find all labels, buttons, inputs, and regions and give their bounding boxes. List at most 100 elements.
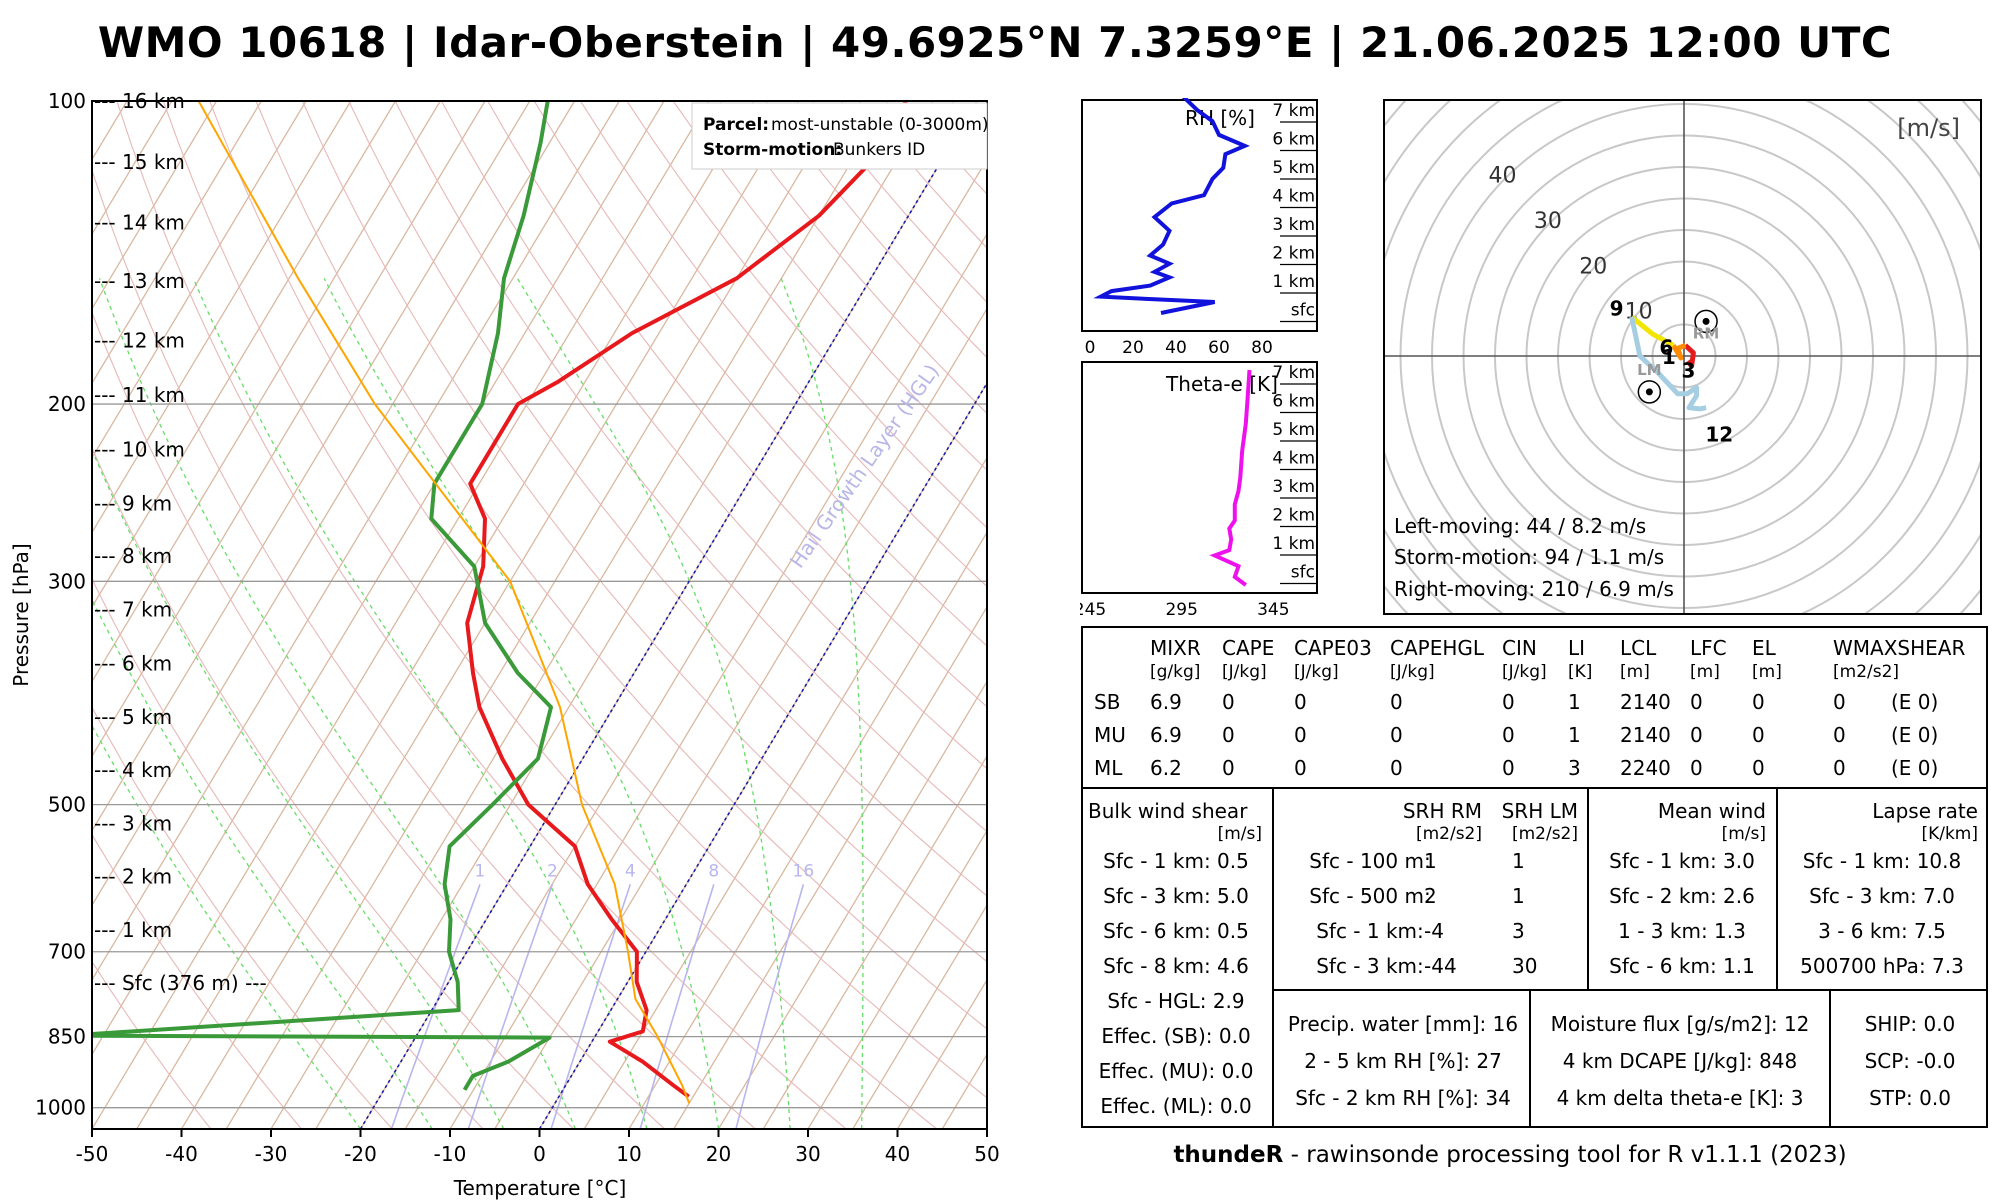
isotherm-line [92,101,307,460]
height-label: --- 13 km [94,269,185,293]
param-cell: 0 [1390,756,1403,780]
te-y-tick-label: 3 km [1272,477,1315,497]
te-y-tick-label: 4 km [1272,449,1315,469]
param-unit: [J/kg] [1222,662,1267,682]
srh-lm-value: 30 [1512,954,1537,978]
param-cell: 6.2 [1150,756,1182,780]
x-tick-label: -40 [165,1142,198,1166]
hodo-ring-label: 40 [1489,164,1517,189]
meanwind-unit: [m/s] [1722,824,1766,844]
isotherm-line [762,754,987,1129]
lapse-row: Sfc - 1 km: 10.8 [1803,849,1961,873]
p-tick-label: 500 [48,793,86,817]
hodo-height-label: 1 [1662,345,1676,369]
hodo-storm-motion: Storm-motion: 94 / 1.1 m/s [1394,545,1664,569]
param-unit: [m] [1690,662,1720,682]
srh-lm-value: 1 [1512,849,1525,873]
theta-e-title: Theta-e [K] [1165,372,1278,396]
param-cell: 0 [1833,756,1846,780]
mixing-ratio-label: 1 [475,861,486,881]
theta-e-panel: Theta-e [K] 245 295 345 7 km 6 km 5 km 4 km 3 k… [1080,361,1318,620]
mixing-ratio-line [639,884,715,1129]
te-y-tick-label: sfc [1291,563,1315,583]
param-cell: 0 [1502,756,1515,780]
srh-unit-lm: [m2/s2] [1512,824,1578,844]
param-header: WMAXSHEAR [1833,636,1965,660]
theta-e-line [1209,369,1252,587]
profile-dewpoint [92,101,553,1091]
dry-adiabat [626,101,987,529]
param-cell: (E 0) [1891,723,1938,747]
param-row-label: ML [1094,756,1123,780]
x-tick-label: -10 [434,1142,467,1166]
dry-adiabat [92,706,393,1129]
moisture-row: Precip. water [mm]: 16 [1288,1012,1518,1036]
moist-adiabat [192,278,648,1129]
composite-row: SHIP: 0.0 [1865,1012,1956,1036]
shear-row: Effec. (MU): 0.0 [1099,1059,1254,1083]
isotherm-line [92,101,352,534]
isotherm-line [852,903,987,1129]
dry-adiabat [904,101,987,196]
composite-row: STP: 0.0 [1869,1086,1951,1110]
param-cell: (E 0) [1891,690,1938,714]
isotherm-line [92,101,218,310]
isotherm-line [225,101,844,1129]
x-tick-label: 50 [974,1142,999,1166]
p-tick-label: 300 [48,569,86,593]
srh-table: SRH RM SRH LM [m2/s2] [m2/s2] Sfc - 100 … [1309,799,1578,978]
shear-row: Sfc - HGL: 2.9 [1107,989,1244,1013]
meanwind-title: Mean wind [1658,799,1766,823]
moist-adiabat [323,278,720,1129]
dry-adiabat [92,446,575,1129]
legend-storm-value: Bunkers ID [833,140,925,160]
rh-x-tick: 20 [1122,338,1144,358]
param-cell: 1 [1568,723,1581,747]
isotherm-line [673,605,987,1129]
lapse-unit: [K/km] [1921,824,1978,844]
p-tick-label: 100 [48,89,86,113]
shear-row: Sfc - 1 km: 0.5 [1103,849,1249,873]
dry-adiabat [348,101,987,897]
te-y-tick-label: 7 km [1272,363,1315,383]
height-label: --- Sfc (376 m) --- [94,971,267,995]
bulk-shear-table: Bulk wind shear [m/s] Sfc - 1 km: 0.5 Sf… [1088,799,1262,1118]
dry-adiabat [92,168,756,1129]
dry-adiabat [765,101,987,359]
shear-row: Sfc - 3 km: 5.0 [1103,884,1249,908]
isotherm-line [92,101,486,758]
param-row-label: SB [1094,690,1120,714]
param-header: EL [1752,636,1777,660]
param-cell: 2140 [1620,690,1671,714]
legend-parcel-label: Parcel: [703,115,769,135]
lapse-row: 3 - 6 km: 7.5 [1818,919,1946,943]
dry-adiabat [209,101,987,1099]
srh-rm-value: -4 [1424,919,1444,943]
hodo-ring-label: 30 [1534,209,1562,234]
param-cell: 0 [1752,690,1765,714]
height-label: --- 3 km [94,811,172,835]
isotherm-line [92,101,620,982]
isotherm-line [807,829,987,1129]
param-header: LCL [1620,636,1657,660]
height-label: --- 5 km [94,705,172,729]
param-cell: (E 0) [1891,756,1938,780]
x-tick-label: -50 [76,1142,109,1166]
te-y-tick-label: 2 km [1272,506,1315,526]
param-cell: 0 [1390,723,1403,747]
te-x-tick: 345 [1257,600,1289,620]
rh-y-tick-label: sfc [1291,301,1315,321]
param-cell: 0 [1294,723,1307,747]
isotherm-line [92,101,531,832]
param-cell: 0 [1690,756,1703,780]
param-header: CIN [1502,636,1537,660]
hodo-segment [1683,343,1696,369]
isotherm-line [986,1127,987,1129]
hgl-label: Hail Growth Layer (HGL) [785,360,944,573]
flux-table: Moisture flux [g/s/m2]: 12 4 km DCAPE [J… [1551,1012,1810,1110]
x-tick-label: 0 [533,1142,546,1166]
height-label: --- 16 km [94,89,185,113]
x-tick-label: 30 [795,1142,820,1166]
shear-row: Effec. (SB): 0.0 [1101,1024,1250,1048]
lm-label: LM [1637,361,1662,379]
